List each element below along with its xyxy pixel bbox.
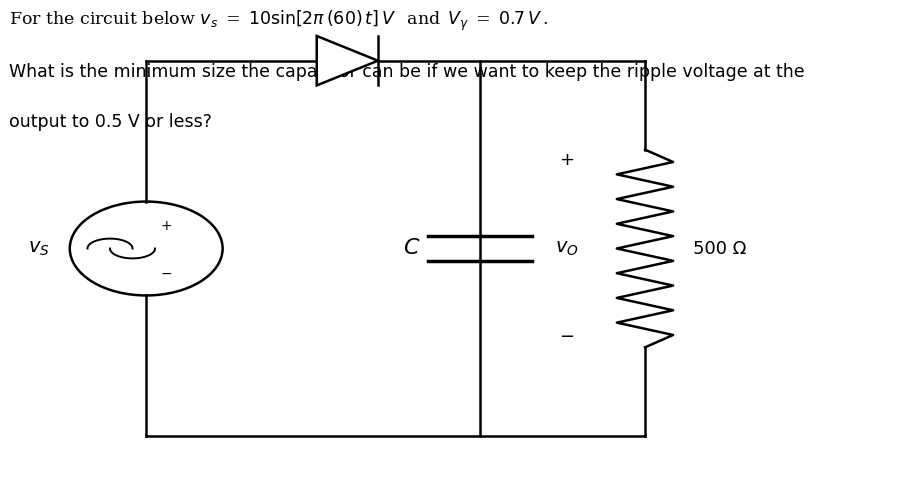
Polygon shape — [317, 36, 378, 85]
Text: +: + — [161, 219, 172, 233]
Text: output to 0.5 V or less?: output to 0.5 V or less? — [9, 113, 212, 131]
Text: $C$: $C$ — [403, 238, 421, 259]
Text: What is the minimum size the capacitor can be if we want to keep the ripple volt: What is the minimum size the capacitor c… — [9, 63, 805, 81]
Text: $v_S$: $v_S$ — [28, 240, 50, 257]
Text: $v_O$: $v_O$ — [555, 240, 579, 257]
Text: For the circuit below $v_s\,$ = $\,10\sin[2\pi\,(60)\,t]\,V\,$  and $\,V_\gamma\: For the circuit below $v_s\,$ = $\,10\si… — [9, 9, 549, 33]
Text: +: + — [559, 151, 574, 168]
Text: −: − — [559, 329, 574, 346]
Text: −: − — [161, 267, 172, 281]
Text: 500 Ω: 500 Ω — [693, 240, 746, 257]
